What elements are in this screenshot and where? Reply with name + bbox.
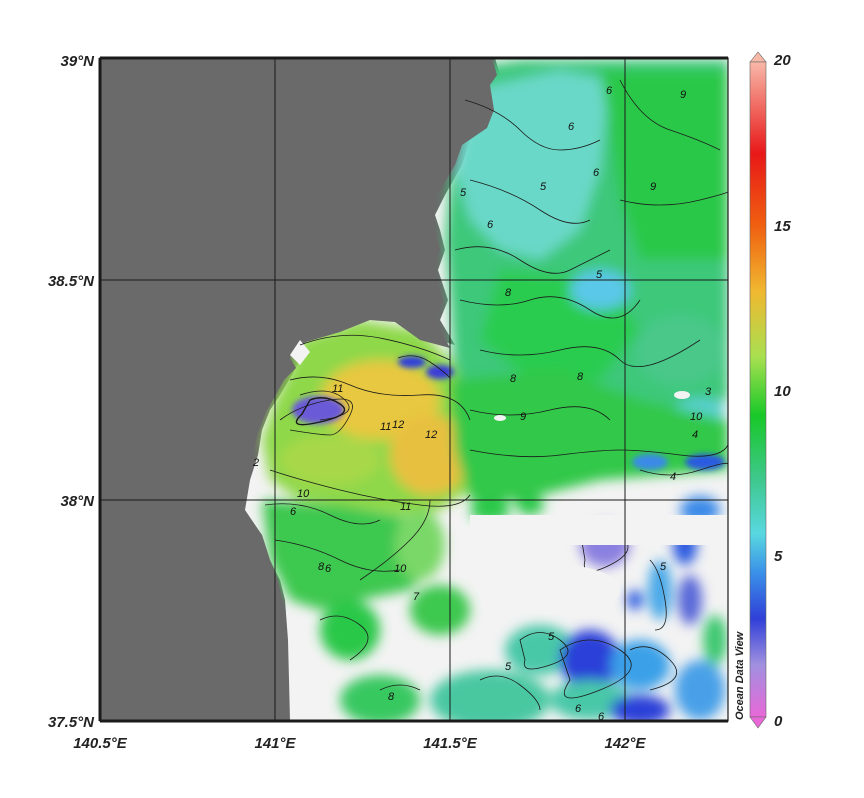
contour-label: 9 <box>520 411 526 423</box>
contour-label: 5 <box>540 181 547 193</box>
lat-label: 38.5°N <box>48 273 95 290</box>
contour-label: 8 <box>510 373 517 385</box>
contour-label: 7 <box>413 591 420 603</box>
ocean-data-view-watermark: Ocean Data View <box>734 630 746 720</box>
contour-label: 2 <box>252 457 259 469</box>
contour-label: 6 <box>606 85 613 97</box>
contour-label: 6 <box>598 711 605 723</box>
colorbar-gradient <box>749 61 767 718</box>
contour-label: 6 <box>568 121 575 133</box>
contour-label: 8 <box>388 691 395 703</box>
contour-label: 4 <box>670 471 676 483</box>
contour-label: 9 <box>650 181 656 193</box>
contour-label: 12 <box>392 419 404 431</box>
contour-label: 8 <box>318 561 325 573</box>
colorbar: 20 15 10 5 0 Ocean Data View <box>734 51 791 730</box>
contour-label: 6 <box>325 563 332 575</box>
contour-label: 11 <box>332 383 343 395</box>
frame-ticks <box>98 56 728 723</box>
contour-label: 5 <box>596 269 603 281</box>
contour-label: 12 <box>425 429 437 441</box>
colorbar-bottom-arrow <box>749 716 767 729</box>
contour-label: 5 <box>460 187 467 199</box>
lat-label: 39°N <box>60 53 95 70</box>
latitude-labels: 39°N 38.5°N 38°N 37.5°N <box>48 53 95 731</box>
contour-label: 6 <box>575 703 582 715</box>
contour-label: 8 <box>505 287 512 299</box>
contour-label: 4 <box>692 429 698 441</box>
map-plot-area: 11 12 12 11 10 10 11 6 8 2 5 6 9 6 5 8 8… <box>100 58 728 723</box>
contour-label: 6 <box>487 219 494 231</box>
sst-field <box>262 60 728 721</box>
contour-label: 6 <box>593 167 600 179</box>
colorbar-label: 20 <box>773 52 791 69</box>
contour-label: 9 <box>680 89 686 101</box>
contour-label: 10 <box>394 563 407 575</box>
lon-label: 140.5°E <box>73 735 128 752</box>
graticule <box>100 58 728 721</box>
contour-label: 5 <box>505 661 512 673</box>
contour-label: 11 <box>400 501 411 513</box>
colorbar-label: 5 <box>774 548 783 565</box>
contour-label: 10 <box>297 488 310 500</box>
contour-label: 8 <box>577 371 584 383</box>
lat-label: 38°N <box>60 493 95 510</box>
contour-label-group: 11 12 12 11 10 10 11 6 8 2 5 6 9 6 5 8 8… <box>252 85 712 723</box>
contour-label: 11 <box>380 421 391 433</box>
contour-label: 3 <box>705 386 712 398</box>
lon-label: 141.5°E <box>423 735 478 752</box>
contour-label: 5 <box>548 631 555 643</box>
lat-label: 37.5°N <box>48 714 95 731</box>
contour-label: 5 <box>660 561 667 573</box>
contour-label: 6 <box>290 506 297 518</box>
lon-label: 142°E <box>604 735 646 752</box>
longitude-labels: 140.5°E 141°E 141.5°E 142°E <box>73 735 646 752</box>
lon-label: 141°E <box>254 735 296 752</box>
colorbar-top-arrow <box>749 51 767 63</box>
colorbar-label: 0 <box>774 713 783 730</box>
contour-lines <box>264 79 728 711</box>
colorbar-label: 10 <box>774 383 791 400</box>
contour-label: 10 <box>690 411 703 423</box>
colorbar-label: 15 <box>774 218 791 235</box>
